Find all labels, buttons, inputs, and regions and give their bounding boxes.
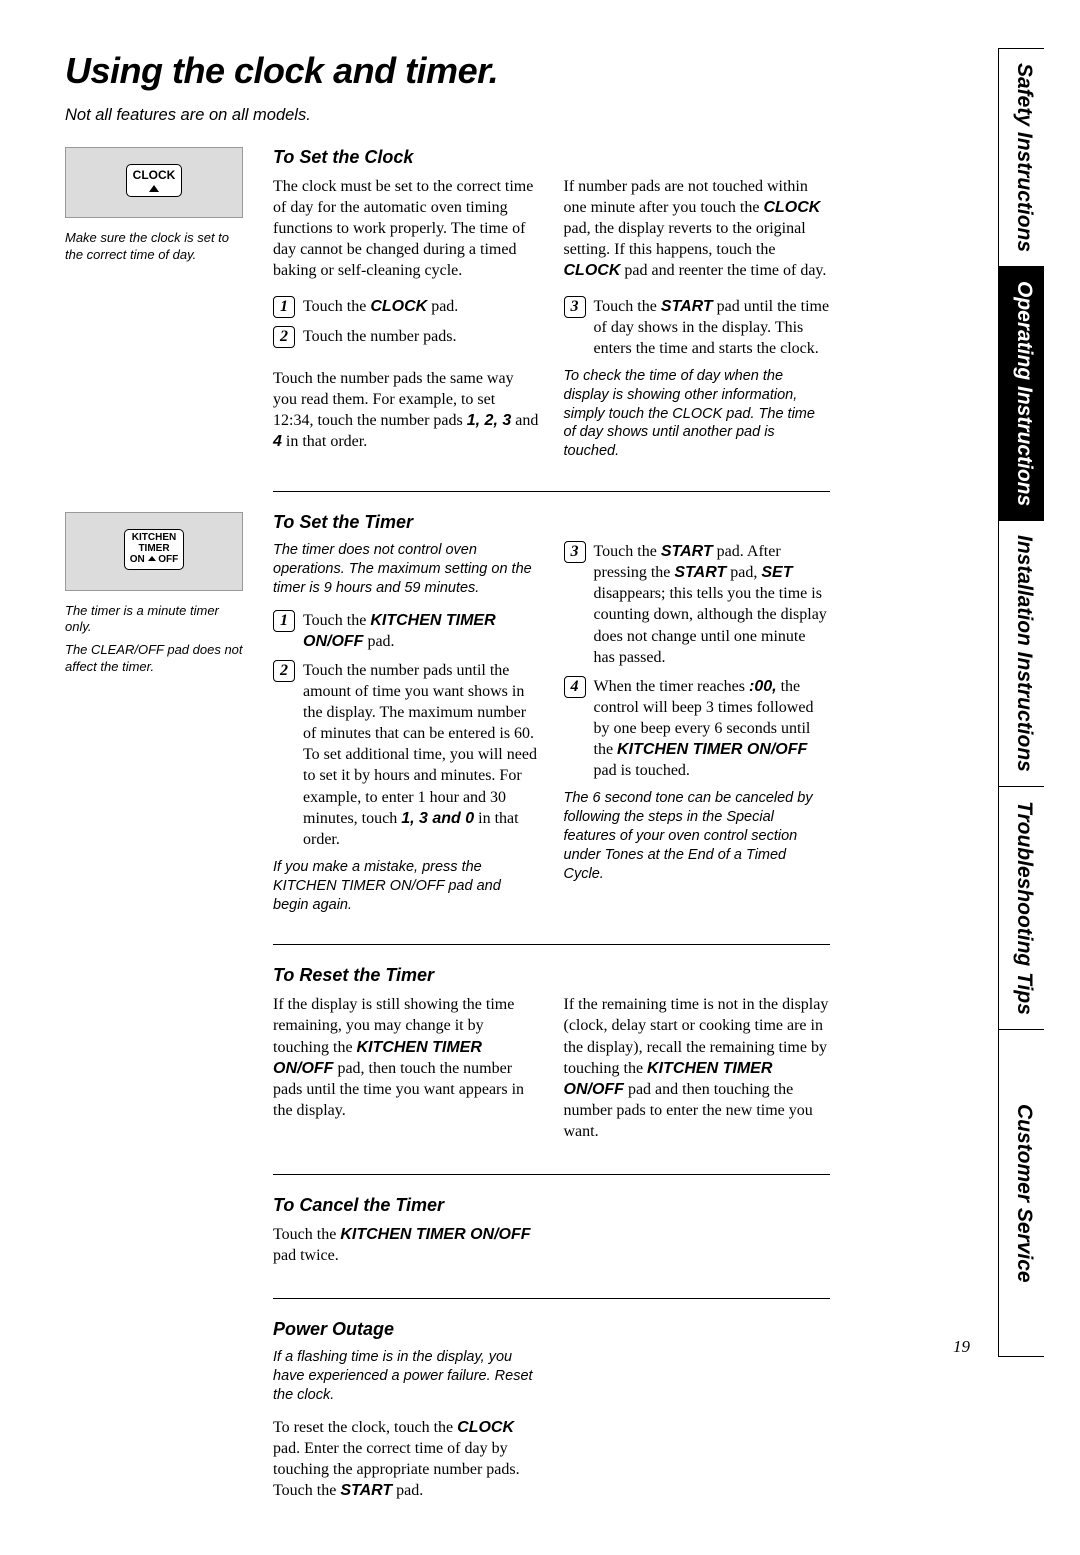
heading-reset-timer: To Reset the Timer: [273, 965, 830, 986]
step-3: 3 Touch the START pad. After pressing th…: [564, 541, 831, 668]
divider: [273, 944, 830, 945]
reset-timer-right: If the remaining time is not in the disp…: [564, 994, 831, 1142]
heading-power-outage: Power Outage: [273, 1319, 830, 1340]
section-reset-timer: To Reset the Timer If the display is sti…: [65, 965, 830, 1156]
heading-set-timer: To Set the Timer: [273, 512, 830, 533]
set-timer-intro: The timer does not control oven operatio…: [273, 541, 540, 598]
cancel-timer-text: Touch the KITCHEN TIMER ON/OFF pad twice…: [273, 1224, 540, 1266]
tab-operating: Operating Instructions: [998, 267, 1044, 521]
power-outage-note: If a flashing time is in the display, yo…: [273, 1348, 540, 1405]
page-number: 19: [953, 1337, 970, 1357]
divider: [273, 1298, 830, 1299]
step-number: 2: [273, 660, 295, 682]
set-clock-check-note: To check the time of day when the displa…: [564, 367, 831, 461]
up-triangle-icon: [149, 185, 159, 192]
heading-cancel-timer: To Cancel the Timer: [273, 1195, 830, 1216]
step-number: 1: [273, 610, 295, 632]
set-timer-tone-note: The 6 second tone can be canceled by fol…: [564, 789, 831, 883]
timer-caption-1: The timer is a minute timer only.: [65, 603, 243, 637]
divider: [273, 491, 830, 492]
clock-pad-label: CLOCK: [133, 168, 176, 182]
section-cancel-timer: To Cancel the Timer Touch the KITCHEN TI…: [65, 1195, 830, 1280]
step-number: 3: [564, 296, 586, 318]
set-clock-intro-right: If number pads are not touched within on…: [564, 176, 831, 282]
step-4: 4 When the timer reaches :00, the contro…: [564, 676, 831, 782]
tab-safety: Safety Instructions: [998, 48, 1044, 267]
tab-troubleshooting: Troubleshooting Tips: [998, 787, 1044, 1030]
page-title: Using the clock and timer.: [65, 50, 830, 92]
page-content: Using the clock and timer. Not all featu…: [0, 0, 870, 1555]
step-2: 2 Touch the number pads until the amount…: [273, 660, 540, 850]
step-number: 2: [273, 326, 295, 348]
clock-pad-graphic: CLOCK: [65, 147, 243, 218]
heading-set-clock: To Set the Clock: [273, 147, 830, 168]
section-set-timer: KITCHEN TIMER ON OFF The timer is a minu…: [65, 512, 830, 926]
section-power-outage: Power Outage If a flashing time is in th…: [65, 1319, 830, 1515]
set-clock-intro-left: The clock must be set to the correct tim…: [273, 176, 540, 282]
side-tabs: Safety Instructions Operating Instructio…: [998, 48, 1044, 1357]
reset-timer-left: If the display is still showing the time…: [273, 994, 540, 1121]
timer-caption-2: The CLEAR/OFF pad does not affect the ti…: [65, 642, 243, 676]
set-clock-example: Touch the number pads the same way you r…: [273, 368, 540, 452]
clock-caption: Make sure the clock is set to the correc…: [65, 230, 243, 264]
divider: [273, 1174, 830, 1175]
step-2: 2 Touch the number pads.: [273, 326, 540, 348]
set-timer-mistake: If you make a mistake, press the KITCHEN…: [273, 858, 540, 915]
tab-installation: Installation Instructions: [998, 521, 1044, 787]
step-number: 4: [564, 676, 586, 698]
page-subtitle: Not all features are on all models.: [65, 106, 830, 125]
step-1: 1 Touch the KITCHEN TIMER ON/OFF pad.: [273, 610, 540, 652]
section-set-clock: CLOCK Make sure the clock is set to the …: [65, 147, 830, 473]
step-3: 3 Touch the START pad until the time of …: [564, 296, 831, 359]
step-number: 1: [273, 296, 295, 318]
power-outage-body: To reset the clock, touch the CLOCK pad.…: [273, 1417, 540, 1501]
timer-pad-graphic: KITCHEN TIMER ON OFF: [65, 512, 243, 591]
step-1: 1 Touch the CLOCK pad.: [273, 296, 540, 318]
step-number: 3: [564, 541, 586, 563]
tab-customer-service: Customer Service: [998, 1030, 1044, 1357]
